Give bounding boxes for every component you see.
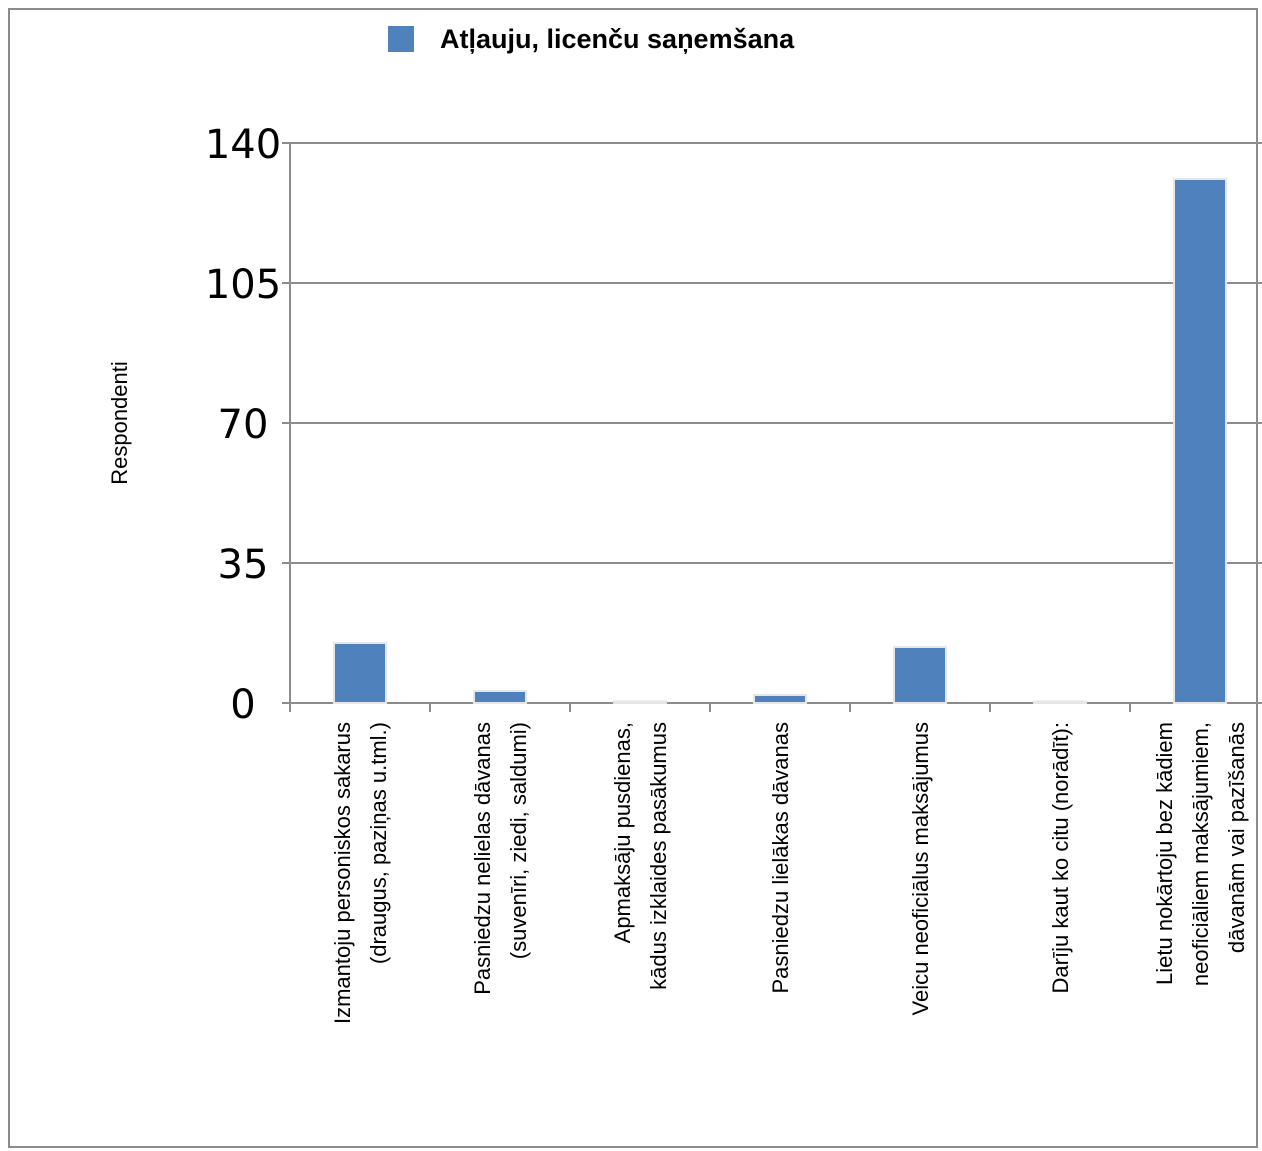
x-tick-label: Pasniedzu lielākas dāvanas [768,722,793,994]
legend-label: Atļauju, licenču saņemšana [440,23,795,54]
y-tick-label: 35 [218,542,269,588]
legend-swatch [388,26,414,52]
x-tick-label-group: Darīju kaut ko citu (norādīt): [1048,722,1073,993]
y-tick-label: 70 [218,402,269,448]
y-tick-label: 0 [230,682,255,728]
bar [1173,178,1227,704]
y-tick-label: 140 [205,122,281,168]
x-tick-label-group: Pasniedzu nelielas dāvanas (suvenīri, zie… [470,722,531,995]
bar [753,694,807,704]
x-tick-label-group: Apmaksāju pusdienas, kādus izklaides pasā… [610,722,671,990]
bar [893,646,947,704]
x-tick-label: Darīju kaut ko citu (norādīt): [1048,722,1073,993]
bar [473,690,527,704]
y-tick-label: 105 [205,262,281,308]
x-tick-label: Apmaksāju pusdienas, [610,722,635,943]
x-tick-label: dāvanām vai pazīšanās [1224,722,1249,953]
bar [613,700,667,704]
x-tick-label-group: Veicu neoficiālus maksājumus [908,722,933,1015]
x-tick-label: (draugus, paziņas u.tml.) [366,722,391,964]
legend: Atļauju, licenču saņemšana [388,24,794,54]
x-tick-label: Veicu neoficiālus maksājumus [908,722,933,1015]
x-tick-label: kādus izklaides pasākumus [646,722,671,990]
x-tick-label: Lietu nokārtoju bez kādiem [1152,722,1177,985]
bar [333,642,387,704]
x-tick-label-group: Lietu nokārtoju bez kādiem neoficiāliem m… [1152,722,1249,986]
x-tick-label: neoficiāliem maksājumiem, [1188,722,1213,986]
x-tick-label-group: Izmantoju personiskos sakarus (draugus, p… [330,722,391,1024]
bar [1033,700,1087,704]
x-tick-label: (suvenīri, ziedi, saldumi) [506,722,531,959]
x-tick-label: Pasniedzu nelielas dāvanas [470,722,495,995]
x-tick-label-group: Pasniedzu lielākas dāvanas [768,722,793,994]
x-tick-label: Izmantoju personiskos sakarus [330,722,355,1024]
chart-frame [8,8,1258,1148]
